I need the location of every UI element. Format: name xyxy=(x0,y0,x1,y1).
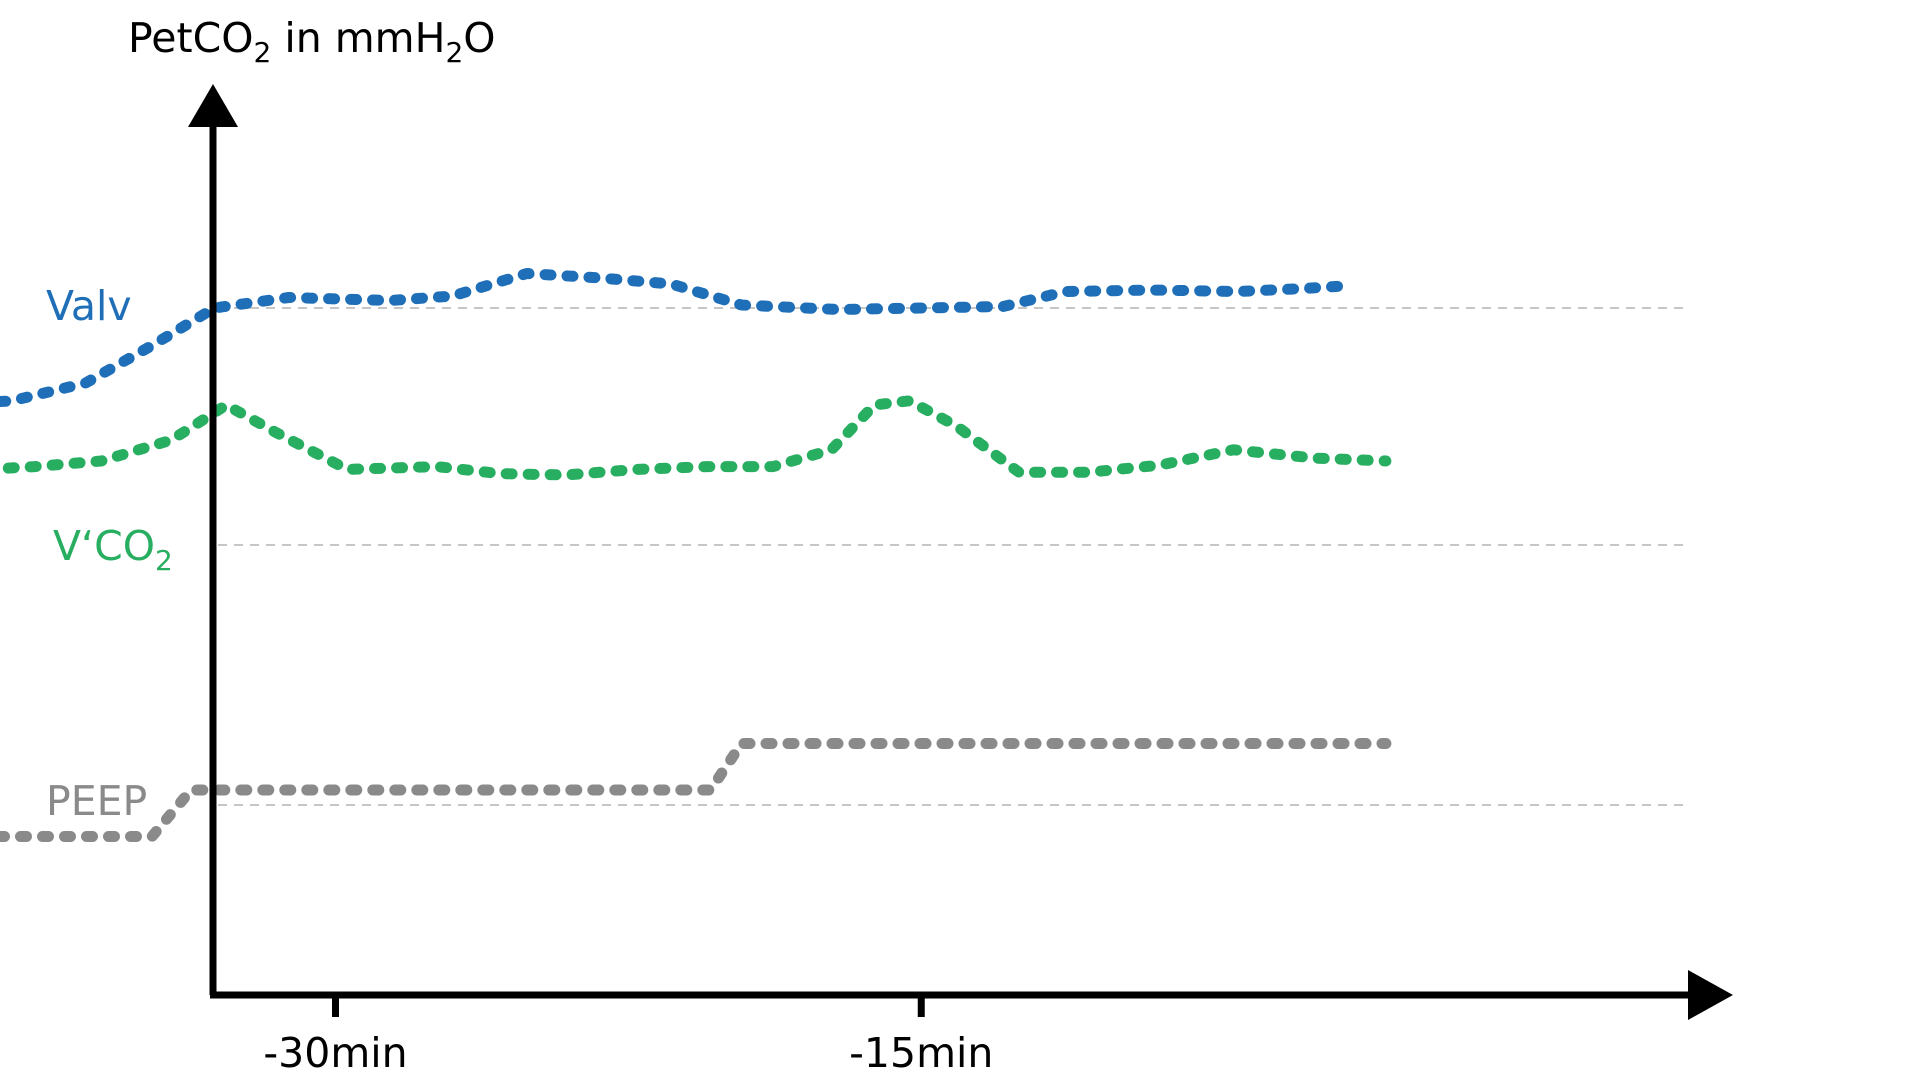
y-axis-title: PetCO2 in mmH2O xyxy=(128,14,496,69)
x-axis-arrow-icon xyxy=(1688,970,1733,1020)
reference-lines xyxy=(218,307,1690,806)
series-line-valv xyxy=(0,268,1357,408)
x-tick-label: -30min xyxy=(263,1029,407,1077)
series-label-peep: PEEP xyxy=(46,777,147,825)
y-axis-arrow-icon xyxy=(188,84,238,127)
series-label-valv: Valv xyxy=(46,282,132,330)
y-axis-title-sub2: 2 xyxy=(445,36,463,69)
series-label-vco2-sub: 2 xyxy=(155,544,173,577)
series-label-vco2-base: V‘CO xyxy=(53,522,155,570)
y-axis-title-sub1: 2 xyxy=(253,36,271,69)
y-axis-title-middle: in mmH xyxy=(271,14,445,62)
y-axis-title-tail: O xyxy=(463,14,495,62)
series-line-peep xyxy=(0,738,1392,842)
series-layer xyxy=(0,268,1392,842)
x-ticks: -60min-30min-15min xyxy=(263,995,993,1077)
x-tick-label: -15min xyxy=(849,1029,993,1077)
series-line-vco2 xyxy=(0,395,1392,481)
series-label-vco2: V‘CO2 xyxy=(53,522,173,577)
y-axis-title-base: PetCO xyxy=(128,14,253,62)
